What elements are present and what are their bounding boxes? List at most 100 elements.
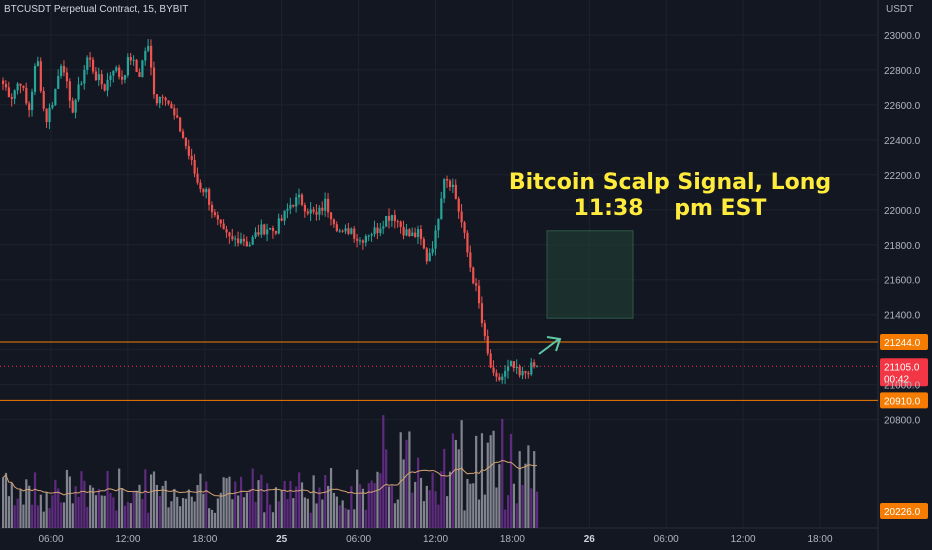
volume-bar <box>303 497 307 528</box>
candle-body <box>222 223 225 230</box>
candle-body <box>448 180 452 187</box>
candle-body <box>161 96 164 98</box>
volume-bar <box>315 503 318 528</box>
volume-bar <box>10 483 13 528</box>
candle-body <box>120 76 124 80</box>
candle-body <box>489 353 492 368</box>
volume-bar <box>100 495 103 528</box>
candle-body <box>225 229 228 233</box>
volume-bar <box>329 467 333 528</box>
volume-bar <box>193 501 196 528</box>
candle-body <box>28 103 31 111</box>
volume-bar <box>402 459 405 528</box>
candle-body <box>269 227 272 230</box>
volume-bar <box>376 471 379 528</box>
volume-bar <box>176 496 179 528</box>
volume-bar <box>31 504 34 528</box>
candle-body <box>77 84 80 100</box>
candle-body <box>492 367 495 373</box>
candle-body <box>295 197 298 207</box>
candle-body <box>486 336 489 354</box>
candle-body <box>213 212 217 216</box>
volume-bar <box>158 496 161 528</box>
candle-body <box>417 229 420 237</box>
candle-body <box>347 228 350 234</box>
volume-bar <box>68 476 71 528</box>
candle-body <box>390 215 394 221</box>
candle-body <box>411 232 414 237</box>
volume-bar <box>338 505 341 528</box>
volume-bar <box>295 486 298 528</box>
volume-bar <box>271 512 275 528</box>
volume-bar <box>475 435 478 528</box>
candle-body <box>515 366 518 369</box>
volume-bar <box>504 509 507 528</box>
candle-body <box>112 70 115 76</box>
candle-body <box>251 237 254 245</box>
candle-body <box>254 232 257 238</box>
candle-body <box>329 212 333 220</box>
volume-bar <box>257 480 260 528</box>
volume-bar <box>419 477 423 528</box>
candle-body <box>533 362 536 367</box>
candle-body <box>231 236 234 240</box>
level-price-label: 20910.0 <box>884 396 921 407</box>
y-tick-label: 20800.0 <box>884 416 921 427</box>
volume-bar <box>132 490 135 528</box>
volume-bar <box>25 479 28 528</box>
volume-bar <box>2 477 5 528</box>
volume-bar <box>155 484 159 528</box>
volume-bar <box>327 485 330 528</box>
candle-body <box>152 67 156 95</box>
volume-bar <box>57 488 60 528</box>
volume-bar <box>443 448 446 528</box>
candle-body <box>300 194 304 205</box>
candle-body <box>31 91 34 111</box>
candle-body <box>135 59 138 73</box>
level-price-label: 21244.0 <box>884 338 921 349</box>
volume-bar <box>167 507 170 528</box>
volume-bar <box>39 494 42 528</box>
volume-bar <box>164 480 167 528</box>
volume-bar <box>533 451 536 528</box>
volume-bar <box>222 477 225 528</box>
candle-body <box>210 204 214 213</box>
candle-body <box>164 97 167 101</box>
volume-bar <box>147 512 150 528</box>
volume-bar <box>251 468 254 528</box>
candle-body <box>498 376 501 381</box>
volume-bar <box>89 485 92 528</box>
volume-ma-label: 20226.0 <box>884 507 921 518</box>
candle-body <box>199 182 202 189</box>
volume-bar <box>422 501 426 528</box>
candle-body <box>443 179 446 199</box>
symbol-label[interactable]: BTCUSDT Perpetual Contract, 15, BYBIT <box>4 4 189 15</box>
volume-bar <box>65 469 69 528</box>
candle-body <box>91 59 95 72</box>
candle-body <box>460 211 463 223</box>
candle-body <box>71 100 74 113</box>
candle-body <box>335 224 338 231</box>
volume-bar <box>205 481 208 528</box>
candle-body <box>440 198 443 220</box>
volume-bar <box>463 510 466 528</box>
volume-bar <box>431 472 434 528</box>
volume-bar <box>13 505 16 528</box>
volume-bar <box>109 492 112 528</box>
level-price-tag <box>880 392 928 409</box>
volume-bar <box>138 484 141 528</box>
volume-bar <box>332 492 336 528</box>
volume-bar <box>472 483 475 528</box>
candle-body <box>68 81 71 101</box>
volume-bar <box>97 488 100 528</box>
candle-body <box>472 267 475 284</box>
volume-bar <box>425 485 428 528</box>
candle-body <box>45 108 48 123</box>
volume-bar <box>118 468 121 528</box>
candle-body <box>86 57 89 70</box>
volume-bar <box>184 498 188 528</box>
volume-bar <box>219 492 222 528</box>
volume-bar <box>515 503 518 528</box>
candle-body <box>399 221 402 228</box>
